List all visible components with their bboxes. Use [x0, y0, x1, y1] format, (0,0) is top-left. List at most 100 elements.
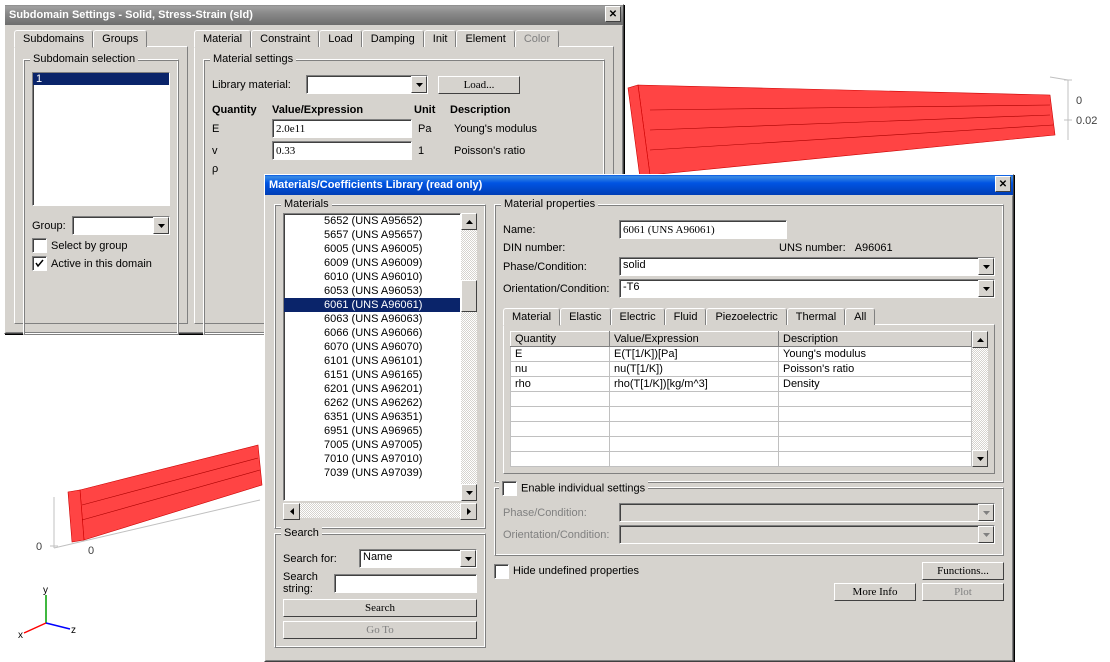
label: Material properties: [501, 198, 598, 210]
enable-individual-checkbox[interactable]: [502, 481, 517, 496]
close-icon[interactable]: ✕: [995, 176, 1011, 192]
group-dropdown[interactable]: [72, 216, 170, 235]
svg-text:x: x: [18, 630, 23, 641]
label: Materials: [281, 198, 332, 210]
svg-text:0: 0: [36, 541, 42, 553]
label: Subdomain selection: [30, 53, 138, 65]
svg-text:z: z: [71, 625, 76, 636]
hide-undefined-checkbox[interactable]: [494, 564, 509, 579]
svg-text:0: 0: [1076, 95, 1082, 107]
library-material-dropdown[interactable]: [306, 75, 428, 94]
tree-item[interactable]: 6053 (UNS A96053): [284, 284, 460, 298]
load-button[interactable]: Load...: [438, 76, 520, 94]
phase-dropdown[interactable]: solid: [619, 257, 995, 276]
scroll-left-icon[interactable]: [283, 503, 300, 520]
table-row[interactable]: rhorho(T[1/K])[kg/m^3]Density: [511, 377, 972, 392]
value-nu-input[interactable]: [272, 141, 412, 160]
tab-piezoelectric[interactable]: Piezoelectric: [706, 308, 786, 325]
tab-groups[interactable]: Groups: [93, 30, 147, 47]
scroll-down-icon[interactable]: [972, 450, 988, 467]
tree-item[interactable]: 5652 (UNS A95652): [284, 214, 460, 228]
functions-button[interactable]: Functions...: [922, 562, 1004, 580]
materials-library-dialog: Materials/Coefficients Library (read onl…: [264, 174, 1014, 662]
svg-text:0: 0: [88, 545, 94, 557]
tab-all[interactable]: All: [845, 308, 875, 325]
scrollbar[interactable]: [972, 331, 988, 467]
chevron-down-icon[interactable]: [153, 217, 169, 234]
name-field[interactable]: [619, 220, 787, 239]
scroll-up-icon[interactable]: [972, 331, 988, 348]
tree-item[interactable]: 6066 (UNS A96066): [284, 326, 460, 340]
tree-item[interactable]: 7039 (UNS A97039): [284, 466, 460, 480]
search-button[interactable]: Search: [283, 599, 477, 617]
tree-item[interactable]: 7010 (UNS A97010): [284, 452, 460, 466]
list-item[interactable]: 1: [33, 73, 169, 85]
tab-material[interactable]: Material: [503, 308, 560, 326]
active-domain-checkbox[interactable]: [32, 256, 47, 271]
value-E-input[interactable]: [272, 119, 412, 138]
tree-item[interactable]: 5657 (UNS A95657): [284, 228, 460, 242]
scroll-right-icon[interactable]: [460, 503, 477, 520]
chevron-down-icon[interactable]: [411, 76, 427, 93]
chevron-down-icon[interactable]: [978, 280, 994, 297]
tab-fluid[interactable]: Fluid: [665, 308, 707, 325]
search-for-dropdown[interactable]: Name: [359, 549, 477, 568]
tree-item[interactable]: 6063 (UNS A96063): [284, 312, 460, 326]
tab-element[interactable]: Element: [456, 30, 514, 47]
tree-item[interactable]: 6010 (UNS A96010): [284, 270, 460, 284]
tab-electric[interactable]: Electric: [611, 308, 665, 325]
orient2-dropdown: [619, 525, 995, 544]
titlebar-library[interactable]: Materials/Coefficients Library (read onl…: [265, 175, 1013, 195]
tab-material[interactable]: Material: [194, 30, 251, 48]
tree-item[interactable]: 6262 (UNS A96262): [284, 396, 460, 410]
table-row[interactable]: EE(T[1/K])[Pa]Young's modulus: [511, 347, 972, 362]
tab-elastic[interactable]: Elastic: [560, 308, 610, 325]
tab-constraint[interactable]: Constraint: [251, 30, 319, 47]
tab-color: Color: [515, 30, 559, 47]
tree-item[interactable]: 6005 (UNS A96005): [284, 242, 460, 256]
chevron-down-icon[interactable]: [460, 550, 476, 567]
svg-text:0.02: 0.02: [1076, 115, 1097, 127]
goto-button: Go To: [283, 621, 477, 639]
scroll-up-icon[interactable]: [461, 213, 477, 230]
plot-button: Plot: [922, 583, 1004, 601]
tree-item[interactable]: 6101 (UNS A96101): [284, 354, 460, 368]
materials-tree[interactable]: 5652 (UNS A95652)5657 (UNS A95657)6005 (…: [283, 213, 461, 501]
titlebar-subdomain[interactable]: Subdomain Settings - Solid, Stress-Strai…: [5, 5, 623, 25]
chevron-down-icon: [978, 504, 994, 521]
tab-subdomains[interactable]: Subdomains: [14, 30, 93, 48]
col-header: Quantity: [212, 104, 272, 116]
tree-item[interactable]: 6201 (UNS A96201): [284, 382, 460, 396]
orientation-axis: y x z: [16, 583, 76, 643]
svg-text:y: y: [43, 585, 48, 596]
scrollbar[interactable]: [461, 213, 477, 501]
close-icon[interactable]: ✕: [605, 6, 621, 22]
tree-item[interactable]: 6061 (UNS A96061): [284, 298, 460, 312]
title-text: Subdomain Settings - Solid, Stress-Strai…: [9, 9, 253, 21]
tab-damping[interactable]: Damping: [362, 30, 424, 47]
label: Active in this domain: [51, 258, 152, 270]
scroll-down-icon[interactable]: [461, 484, 477, 501]
tree-item[interactable]: 7005 (UNS A97005): [284, 438, 460, 452]
properties-table[interactable]: Quantity Value/Expression Description EE…: [510, 331, 972, 467]
orientation-dropdown[interactable]: -T6: [619, 279, 995, 298]
tree-item[interactable]: 6151 (UNS A96165): [284, 368, 460, 382]
tab-thermal[interactable]: Thermal: [787, 308, 845, 325]
label: Material settings: [210, 53, 296, 65]
label: Group:: [32, 220, 66, 232]
tab-init[interactable]: Init: [424, 30, 457, 47]
chevron-down-icon[interactable]: [978, 258, 994, 275]
search-string-input[interactable]: [334, 574, 477, 593]
tab-load[interactable]: Load: [319, 30, 361, 47]
select-by-group-checkbox[interactable]: [32, 238, 47, 253]
tree-item[interactable]: 6951 (UNS A96965): [284, 424, 460, 438]
tree-item[interactable]: 6070 (UNS A96070): [284, 340, 460, 354]
scroll-thumb[interactable]: [461, 280, 477, 312]
label: Search: [281, 527, 322, 539]
tree-item[interactable]: 6009 (UNS A96009): [284, 256, 460, 270]
chevron-down-icon: [978, 526, 994, 543]
more-info-button[interactable]: More Info: [834, 583, 916, 601]
subdomain-list[interactable]: 1: [32, 72, 170, 206]
table-row[interactable]: nunu(T[1/K])Poisson's ratio: [511, 362, 972, 377]
tree-item[interactable]: 6351 (UNS A96351): [284, 410, 460, 424]
